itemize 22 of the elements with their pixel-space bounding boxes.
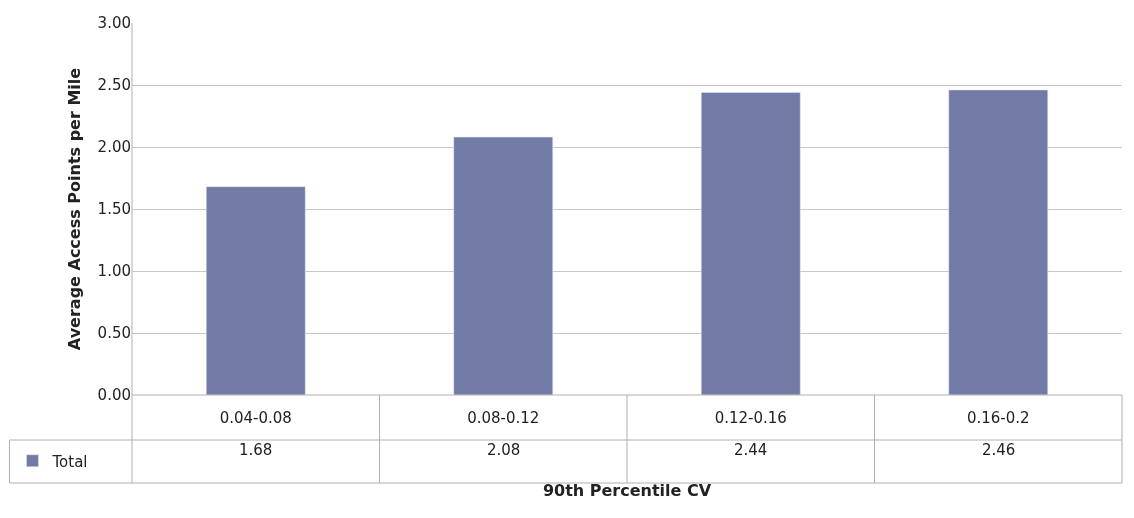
y-tick-label: 0.50: [97, 324, 131, 343]
data-label: 2.46: [982, 441, 1016, 459]
data-label: 2.44: [734, 441, 768, 459]
x-tick-label: 0.16-0.2: [966, 409, 1030, 427]
y-tick-label: 2.50: [97, 76, 131, 95]
x-axis-title: 90th Percentile CV: [542, 480, 712, 500]
data-label: 1.68: [239, 441, 273, 459]
x-tick-label: 0.12-0.16: [714, 409, 787, 427]
y-tick-label: 0.00: [97, 386, 131, 405]
x-tick-label: 0.04-0.08: [219, 409, 292, 427]
bar: [948, 89, 1048, 395]
y-tick-label: 2.00: [97, 138, 131, 157]
bar: [206, 186, 306, 395]
data-label: 2.08: [487, 441, 521, 459]
y-tick-label: 3.00: [97, 14, 131, 33]
y-axis-title: Average Access Points per Mile: [65, 67, 85, 351]
y-tick-label: 1.50: [97, 200, 131, 219]
bar: [453, 136, 553, 395]
x-tick-label: 0.08-0.12: [467, 409, 540, 427]
legend-label: Total: [51, 452, 88, 471]
bar: [701, 92, 801, 395]
y-tick-label: 1.00: [97, 262, 131, 281]
